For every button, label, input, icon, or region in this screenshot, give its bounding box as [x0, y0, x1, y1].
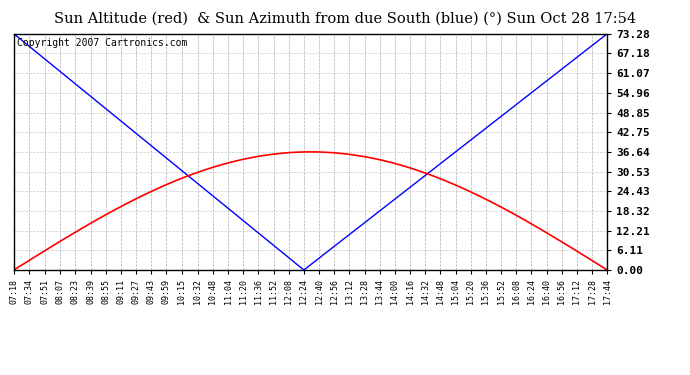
Text: Sun Altitude (red)  & Sun Azimuth from due South (blue) (°) Sun Oct 28 17:54: Sun Altitude (red) & Sun Azimuth from du… — [54, 11, 636, 25]
Text: Copyright 2007 Cartronics.com: Copyright 2007 Cartronics.com — [17, 39, 187, 48]
